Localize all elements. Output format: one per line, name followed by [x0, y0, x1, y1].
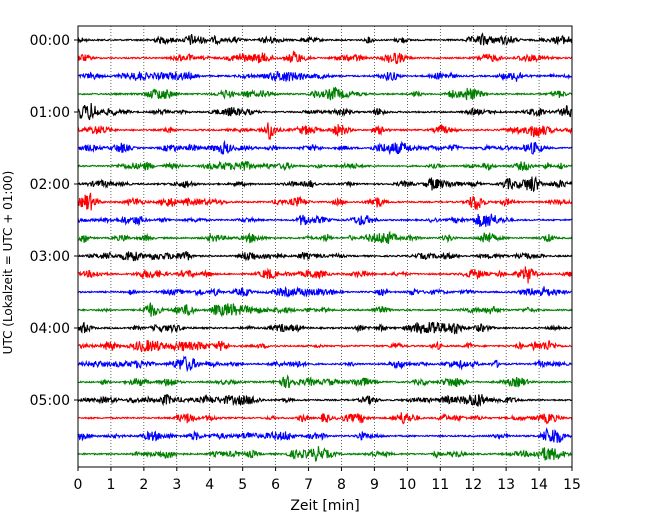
x-tick-label: 2: [139, 477, 148, 493]
trace-0245: [77, 230, 573, 245]
trace-0330: [77, 285, 573, 298]
x-tick-label: 0: [74, 477, 83, 493]
trace-0530: [77, 426, 573, 444]
trace-0045: [77, 86, 573, 101]
trace-layer: [77, 32, 573, 462]
x-tick-label: 13: [497, 477, 515, 493]
trace-0500: [77, 393, 573, 407]
x-tick-label: 4: [205, 477, 214, 493]
x-tick-label: 7: [304, 477, 313, 493]
trace-0000: [77, 32, 573, 46]
trace-0545: [77, 446, 573, 462]
trace-0345: [77, 302, 572, 318]
trace-0515: [77, 412, 573, 425]
trace-0015: [77, 50, 573, 65]
trace-0315: [77, 266, 573, 284]
trace-0130: [77, 139, 573, 156]
x-axis-title: Zeit [min]: [290, 498, 359, 514]
trace-0215: [77, 192, 573, 211]
y-tick-label: 02:00: [30, 177, 70, 193]
trace-0200: [77, 175, 573, 193]
trace-0300: [77, 250, 573, 262]
y-tick-label: 03:00: [30, 249, 70, 265]
y-tick-label: 05:00: [30, 393, 70, 409]
x-tick-label: 9: [370, 477, 379, 493]
tick-layer: 0 1 2 3 4 5 6 7 8 9 10 11 12 13 14 1500:0001:0002:0003:…: [30, 33, 581, 493]
trace-0400: [77, 321, 573, 335]
y-tick-label: 01:00: [30, 105, 70, 121]
y-axis-title: UTC (Lokalzeit = UTC + 01:00): [1, 171, 15, 355]
x-tick-label: 6: [271, 477, 280, 493]
x-tick-label: 14: [530, 477, 548, 493]
plot-frame: [77, 25, 573, 468]
x-tick-label: 3: [172, 477, 181, 493]
trace-0430: [77, 355, 573, 373]
trace-0145: [77, 160, 573, 172]
x-tick-label: 1: [106, 477, 115, 493]
trace-0115: [77, 122, 573, 140]
y-tick-label: 00:00: [30, 33, 70, 49]
x-tick-label: 10: [398, 477, 416, 493]
x-tick-label: 11: [431, 477, 449, 493]
trace-0030: [77, 70, 573, 83]
x-tick-label: 8: [337, 477, 346, 493]
x-tick-label: 5: [238, 477, 247, 493]
x-tick-label: 15: [563, 477, 581, 493]
trace-0100: [77, 103, 573, 121]
trace-0230: [77, 213, 573, 228]
trace-0445: [77, 374, 573, 389]
y-tick-label: 04:00: [30, 321, 70, 337]
label-layer: Zeit [min] UTC (Lokalzeit = UTC + 01:00): [1, 171, 360, 514]
x-tick-label: 12: [464, 477, 482, 493]
trace-0415: [77, 340, 573, 353]
